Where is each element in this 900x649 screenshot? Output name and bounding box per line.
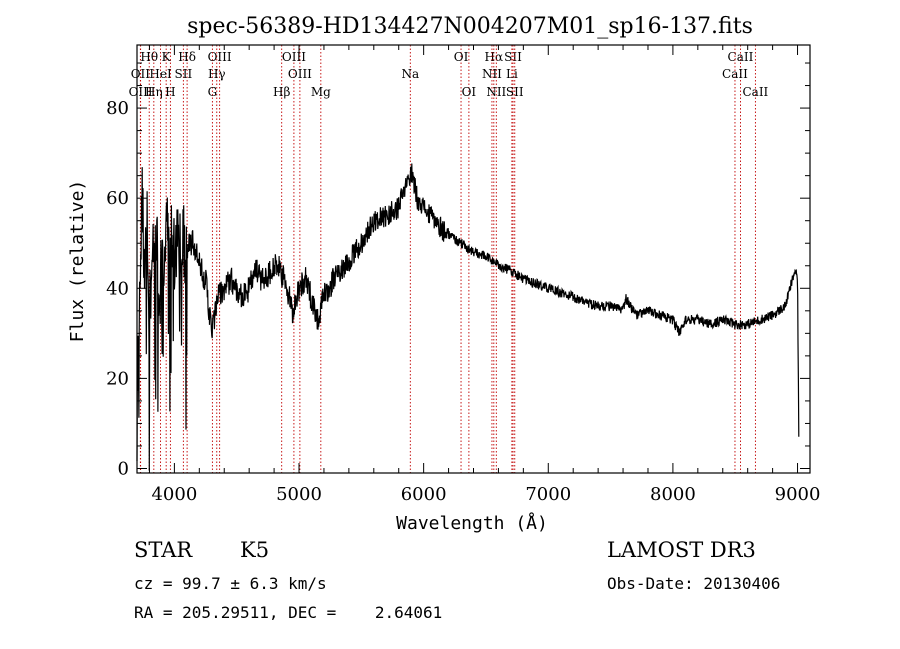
spectral-line-label: Hγ [208,67,226,81]
spectral-line-label: OIII [129,85,153,99]
spectral-line-label: CaII [728,50,754,64]
spectral-line-label: OIII [282,50,306,64]
spectral-line-label: Mg [311,85,331,99]
spectral-line-label: OIII [208,50,232,64]
axis-ticks: 4000 5000 6000 7000 8000 9000 0 20 40 60 80 [106,45,820,505]
spectral-line-label: OI [462,85,477,99]
spectral-line-label: Hβ [273,85,290,99]
spectral-line-label: OIII [288,67,312,81]
spectral-line-label: Li [506,67,518,81]
y-tick-label: 40 [106,278,129,299]
spectral-line-label: H [165,85,175,99]
y-tick-label: 20 [106,368,129,389]
y-tick-label: 0 [118,458,129,479]
sky-coordinates: RA = 205.29511, DEC = 2.64061 [134,603,443,622]
x-tick-label: 7000 [525,484,571,505]
spectral-line-label: Hθ [140,50,158,64]
x-tick-label: 9000 [775,484,821,505]
spectral-line-label: Hα [485,50,504,64]
observation-date: Obs-Date: 20130406 [607,574,781,593]
spectral-line-label: HeI [149,67,172,81]
spectral-line-label: SII [506,85,524,99]
chart-title: spec-56389-HD134427N004207M01_sp16-137.f… [187,14,753,39]
x-tick-label: 6000 [401,484,447,505]
spectral-line-label: NII [482,67,502,81]
spectral-line-label: K [162,50,172,64]
plot-frame [136,44,811,474]
object-class: STAR [134,538,193,562]
spectral-line-label: OI [454,50,469,64]
x-axis-label: Wavelength (Å) [396,512,548,534]
spectral-line-label: Hδ [178,50,196,64]
spectral-line-label: SII [504,50,522,64]
spectral-line-label: CaII [742,85,768,99]
spectral-line-label: Hη [145,85,163,99]
spectral-line-label: SII [175,67,193,81]
redshift-velocity: cz = 99.7 ± 6.3 km/s [134,574,327,593]
y-axis-label: Flux (relative) [67,180,88,343]
survey-name: LAMOST DR3 [607,538,756,562]
spectral-line-label: CaII [722,67,748,81]
y-tick-label: 60 [106,188,129,209]
spectral-line-label: G [208,85,218,99]
y-tick-label: 80 [106,98,129,119]
spectral-line-label: NII [486,85,506,99]
x-tick-label: 8000 [650,484,696,505]
spectral-line-label: Na [401,67,419,81]
flux-series-line [136,163,800,471]
x-tick-label: 5000 [276,484,322,505]
object-subclass: K5 [240,538,270,562]
x-tick-label: 4000 [151,484,197,505]
